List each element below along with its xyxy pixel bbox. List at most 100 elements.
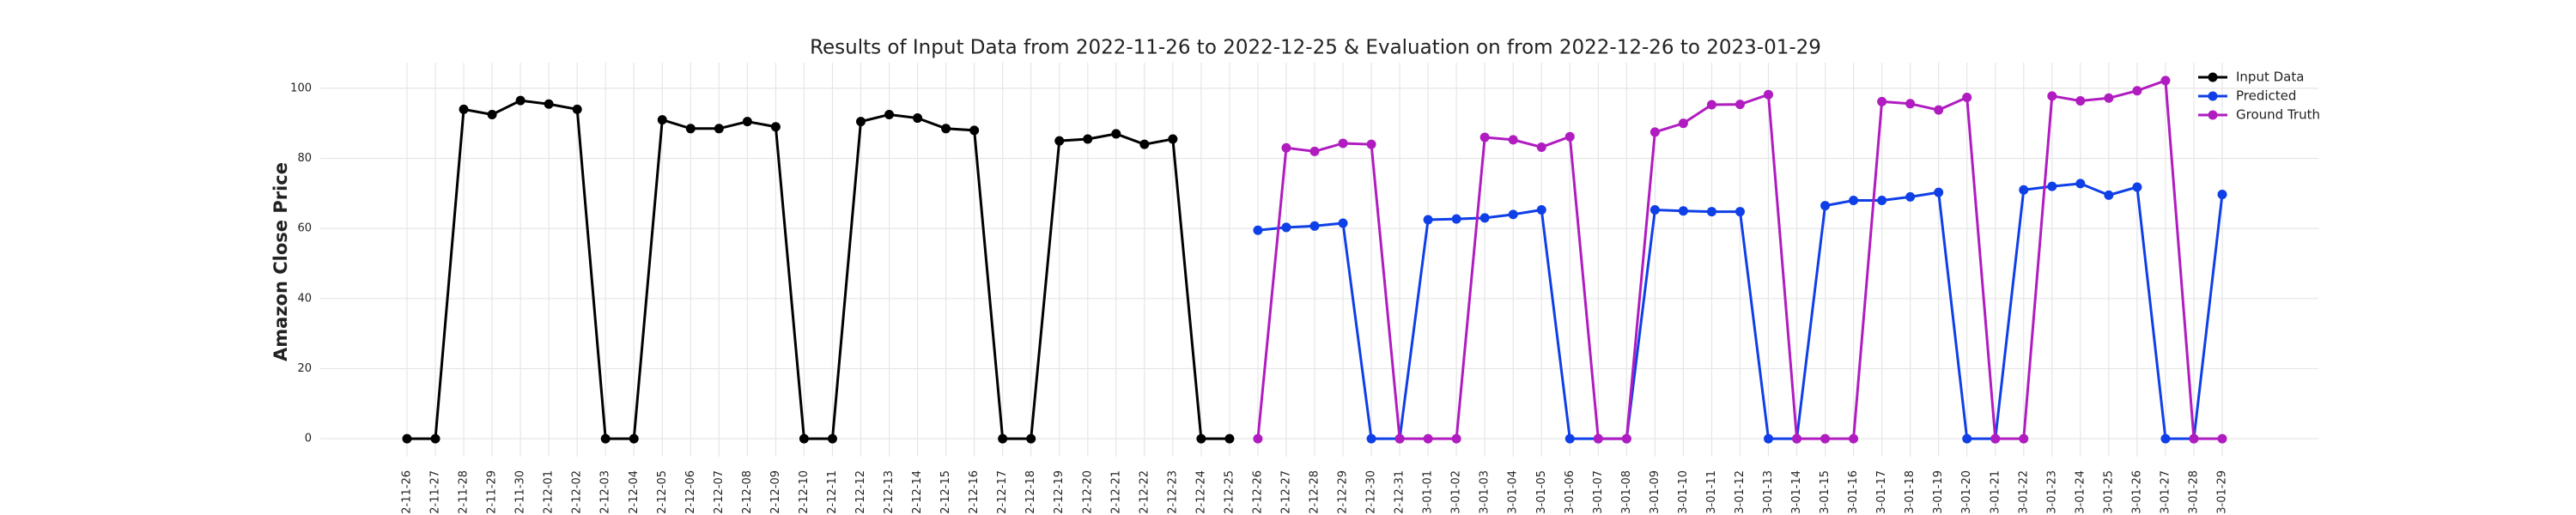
point — [969, 125, 980, 136]
x-tick-label: 2023-01-20 — [1960, 470, 1973, 515]
x-tick-label: 2022-12-28 — [1309, 470, 1321, 515]
point — [1168, 134, 1178, 144]
legend-marker — [2208, 72, 2218, 82]
x-tick-label: 2022-12-08 — [741, 470, 754, 515]
point — [2019, 185, 2029, 195]
x-tick-label: 2023-01-13 — [1762, 470, 1775, 515]
x-tick-label: 2022-12-02 — [571, 470, 584, 515]
point — [941, 124, 951, 134]
point — [685, 124, 696, 134]
point — [459, 104, 469, 114]
point — [1423, 433, 1433, 444]
x-tick-label: 2023-01-04 — [1507, 470, 1520, 515]
x-tick-label: 2022-12-20 — [1081, 470, 1094, 515]
point — [2189, 433, 2199, 444]
x-tick-label: 2023-01-28 — [2187, 470, 2200, 515]
x-tick-label: 2023-01-03 — [1479, 470, 1492, 515]
x-tick-label: 2023-01-08 — [1620, 470, 1633, 515]
x-tick-label: 2023-01-14 — [1790, 470, 1803, 515]
point — [544, 99, 554, 109]
point — [1792, 433, 1802, 444]
point — [600, 433, 611, 444]
legend-marker — [2208, 91, 2218, 101]
series-line — [407, 99, 1230, 440]
point — [1905, 99, 1916, 109]
point — [742, 117, 752, 127]
y-tick-label: 80 — [297, 152, 312, 165]
point — [2075, 179, 2086, 189]
point — [1678, 118, 1688, 129]
point — [1706, 100, 1716, 110]
y-axis-label: Amazon Close Price — [270, 162, 291, 361]
legend-label: Input Data — [2236, 70, 2304, 85]
x-tick-label: 2023-01-09 — [1649, 470, 1662, 515]
point — [430, 433, 440, 444]
point — [1764, 433, 1773, 444]
y-tick-label: 20 — [297, 362, 312, 375]
x-tick-label: 2022-11-28 — [458, 470, 471, 515]
x-tick-label: 2023-01-02 — [1450, 470, 1463, 515]
x-tick-label: 2022-12-12 — [854, 470, 867, 515]
point — [2019, 433, 2029, 444]
x-tick-label: 2022-11-26 — [401, 470, 414, 515]
point — [1281, 222, 1291, 233]
x-tick-label: 2022-11-27 — [429, 470, 442, 515]
point — [629, 433, 639, 444]
point — [884, 109, 895, 119]
point — [1536, 142, 1546, 152]
x-tick-label: 2022-11-29 — [486, 470, 499, 515]
point — [1423, 215, 1433, 225]
point — [1934, 187, 1944, 197]
point — [770, 122, 781, 132]
point — [1849, 195, 1859, 205]
x-tick-label: 2022-12-04 — [628, 470, 641, 515]
point — [1877, 96, 1887, 106]
point — [2132, 86, 2142, 96]
y-tick-label: 100 — [290, 82, 312, 94]
point — [1479, 132, 1490, 142]
x-tick-label: 2022-12-05 — [656, 470, 669, 515]
x-tick-label: 2023-01-18 — [1904, 470, 1917, 515]
point — [1139, 139, 1150, 149]
y-tick-label: 60 — [297, 222, 312, 235]
legend-marker — [2208, 110, 2218, 120]
x-tick-label: 2022-12-15 — [939, 470, 952, 515]
point — [1678, 206, 1688, 216]
x-tick-label: 2023-01-12 — [1734, 470, 1747, 515]
x-tick-label: 2023-01-11 — [1705, 470, 1718, 515]
x-tick-label: 2023-01-24 — [2074, 470, 2087, 515]
point — [1394, 433, 1405, 444]
x-tick-label: 2022-12-10 — [798, 470, 811, 515]
point — [515, 95, 526, 106]
x-tick-label: 2023-01-15 — [1819, 470, 1832, 515]
point — [1649, 127, 1660, 137]
point — [1564, 131, 1575, 142]
x-tick-label: 2022-12-30 — [1365, 470, 1378, 515]
x-tick-label: 2022-12-31 — [1394, 470, 1406, 515]
point — [1253, 225, 1263, 235]
x-tick-label: 2022-12-03 — [599, 470, 612, 515]
x-tick-label: 2023-01-29 — [2216, 470, 2229, 515]
x-tick-label: 2023-01-16 — [1847, 470, 1860, 515]
x-tick-label: 2023-01-21 — [1989, 470, 2002, 515]
point — [1735, 207, 1745, 217]
point — [1083, 134, 1093, 144]
x-tick-label: 2022-12-18 — [1024, 470, 1037, 515]
x-tick-label: 2022-12-19 — [1053, 470, 1066, 515]
point — [1934, 105, 1944, 115]
point — [2160, 433, 2171, 444]
point — [2217, 433, 2227, 444]
point — [2104, 93, 2114, 103]
x-tick-label: 2022-12-07 — [713, 470, 726, 515]
point — [1451, 433, 1461, 444]
point — [1508, 209, 1518, 220]
x-tick-label: 2023-01-05 — [1535, 470, 1548, 515]
point — [1905, 191, 1916, 202]
point — [998, 433, 1008, 444]
point — [1564, 433, 1575, 444]
x-tick-label: 2022-12-29 — [1337, 470, 1350, 515]
point — [2132, 182, 2142, 192]
point — [1309, 221, 1320, 231]
x-tick-label: 2022-12-26 — [1251, 470, 1264, 515]
x-tick-label: 2022-11-30 — [514, 470, 527, 515]
